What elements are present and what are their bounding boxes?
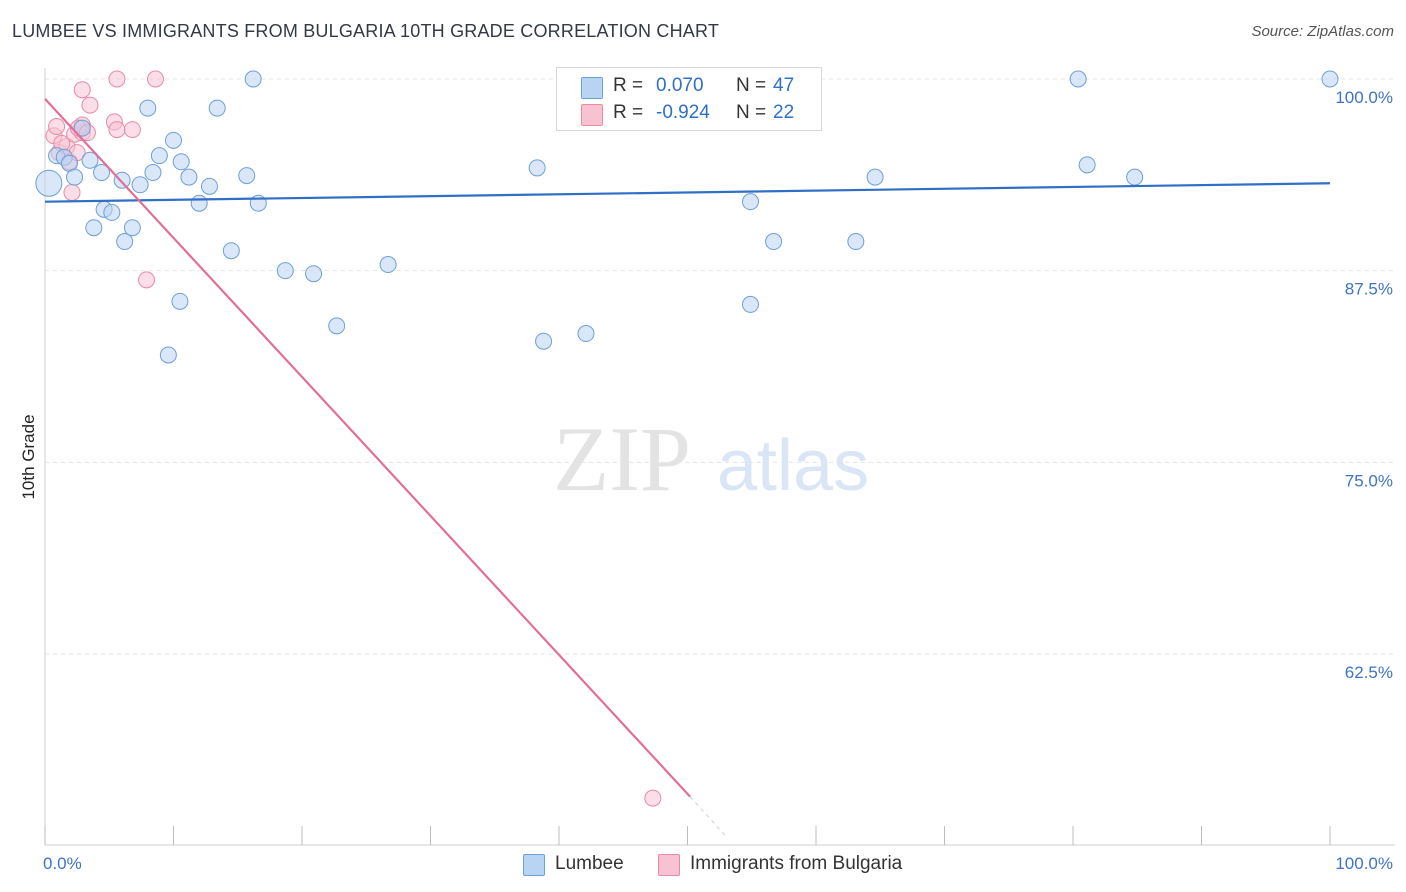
legend-n-value-bulgaria: 22 [773, 102, 795, 123]
data-point-lumbee [244, 70, 262, 88]
data-point-bulgaria [644, 789, 662, 807]
data-point-lumbee [73, 119, 91, 137]
data-point-lumbee [276, 262, 294, 280]
data-point-lumbee [171, 292, 189, 310]
x-tick-labels: 0.0% 100.0% [43, 854, 1393, 873]
data-point-lumbee [159, 346, 177, 364]
y-tick-label: 87.5% [1345, 280, 1393, 299]
legend-n-value-lumbee: 47 [773, 75, 795, 96]
chart-title: LUMBEE VS IMMIGRANTS FROM BULGARIA 10TH … [12, 21, 720, 41]
legend-n-label: N = [736, 102, 767, 123]
data-point-lumbee [1321, 70, 1339, 88]
watermark-atlas: atlas [717, 426, 869, 506]
grid-lines [45, 78, 1395, 655]
legend-n-label: N = [736, 75, 767, 96]
data-point-lumbee [172, 153, 190, 171]
data-point-lumbee [85, 219, 103, 237]
data-point-bulgaria [81, 96, 99, 114]
data-point-lumbee [741, 295, 759, 313]
data-point-lumbee [131, 176, 149, 194]
data-point-lumbee [741, 193, 759, 211]
data-point-bulgaria [108, 70, 126, 88]
data-point-lumbee [190, 194, 208, 212]
data-point-lumbee [866, 168, 884, 186]
x-tick-label: 100.0% [1335, 854, 1393, 873]
watermark-zip: ZIP [553, 408, 691, 510]
data-point-lumbee [113, 171, 131, 189]
data-point-lumbee [765, 233, 783, 251]
legend-label-lumbee: Lumbee [555, 853, 624, 874]
data-point-lumbee [150, 147, 168, 165]
data-point-bulgaria [138, 271, 156, 289]
data-point-lumbee [238, 167, 256, 185]
data-point-lumbee [35, 169, 63, 197]
watermark: ZIP atlas [553, 408, 869, 510]
data-point-lumbee [379, 256, 397, 274]
y-tick-label: 62.5% [1345, 663, 1393, 682]
data-point-lumbee [116, 233, 134, 251]
y-tick-label: 75.0% [1345, 471, 1393, 490]
data-point-lumbee [103, 203, 121, 221]
legend-r-label: R = [613, 102, 644, 123]
trend-lines [44, 98, 1331, 837]
axes [44, 68, 1395, 846]
trend-line-bulgaria-extension [689, 796, 727, 837]
data-point-lumbee [139, 99, 157, 117]
legend-swatch-bulgaria [581, 104, 603, 126]
data-point-lumbee [1126, 168, 1144, 186]
data-point-lumbee [200, 177, 218, 195]
x-tick-label: 0.0% [43, 854, 82, 873]
correlation-legend: R = 0.070 N = 47 R = -0.924 N = 22 [556, 67, 822, 131]
legend-r-label: R = [613, 75, 644, 96]
data-point-lumbee [123, 219, 141, 237]
data-point-bulgaria [123, 121, 141, 139]
data-point-lumbee [66, 168, 84, 186]
y-tick-labels: 100.0% 87.5% 75.0% 62.5% [1335, 88, 1393, 682]
trend-line-lumbee [44, 182, 1331, 203]
data-point-lumbee [577, 325, 595, 343]
data-point-bulgaria [48, 118, 66, 136]
series-legend: Lumbee Immigrants from Bulgaria [0, 853, 1406, 877]
data-point-lumbee [528, 159, 546, 177]
legend-swatch-lumbee [581, 77, 603, 99]
source-label: Source: ZipAtlas.com [1251, 23, 1394, 40]
legend-r-value-bulgaria: -0.924 [656, 102, 710, 123]
data-point-bulgaria [73, 81, 91, 99]
y-axis-label: 10th Grade [19, 414, 38, 499]
data-point-lumbee [81, 151, 99, 169]
data-point-bulgaria [108, 121, 126, 139]
trend-line-bulgaria [44, 98, 691, 798]
data-point-lumbee [208, 99, 226, 117]
data-point-lumbee [144, 164, 162, 182]
data-point-lumbee [222, 242, 240, 260]
data-point-bulgaria [63, 183, 81, 201]
data-point-lumbee [847, 233, 865, 251]
legend-label-bulgaria: Immigrants from Bulgaria [690, 853, 903, 874]
legend-swatch-lumbee [523, 854, 545, 876]
legend-r-value-lumbee: 0.070 [656, 75, 704, 96]
data-point-lumbee [535, 332, 553, 350]
data-point-lumbee [1078, 156, 1096, 174]
data-point-lumbee [165, 131, 182, 149]
data-point-lumbee [328, 317, 346, 335]
legend-swatch-bulgaria [658, 854, 680, 876]
data-point-lumbee [1069, 70, 1087, 88]
data-point-lumbee [180, 168, 198, 186]
data-point-lumbee [93, 164, 111, 182]
data-point-lumbee [305, 265, 323, 283]
y-tick-label: 100.0% [1335, 88, 1393, 107]
data-point-bulgaria [147, 70, 165, 88]
